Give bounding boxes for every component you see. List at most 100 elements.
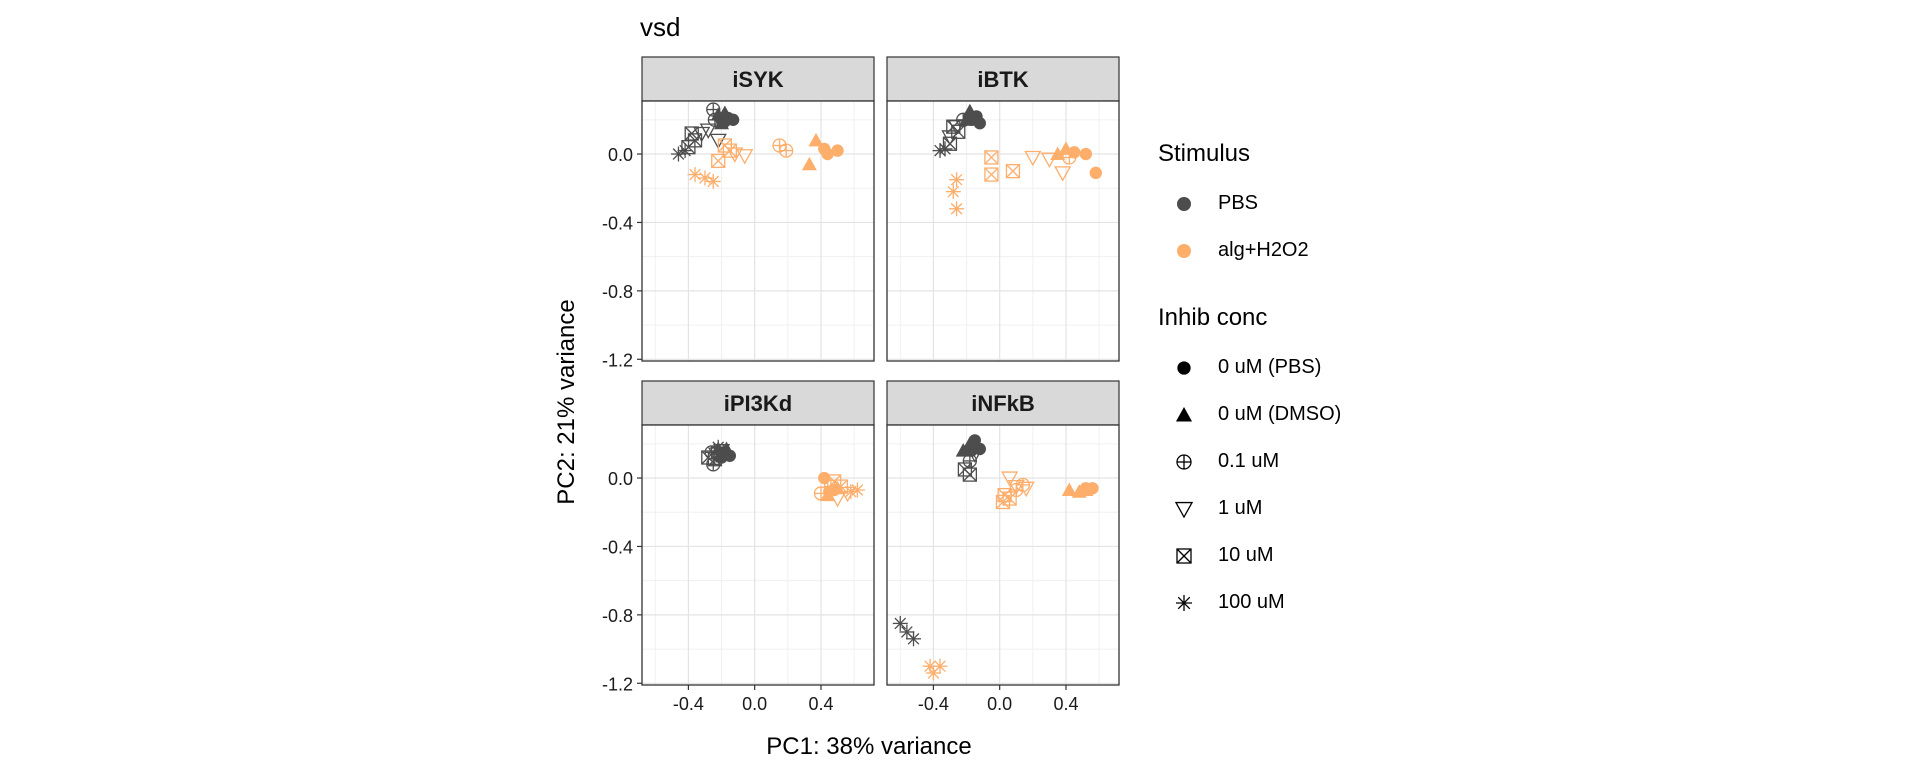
panel-border <box>886 100 1120 362</box>
legend-item-100um: 100 uM <box>1158 579 1458 626</box>
triangle-shape-icon <box>1175 406 1193 421</box>
legend-shape-glyph <box>1175 594 1193 611</box>
legend-label: 1 uM <box>1218 497 1263 519</box>
data-point <box>687 167 703 183</box>
legend-label: 0 uM (PBS) <box>1218 356 1322 378</box>
legend-shape-glyph <box>1177 360 1191 375</box>
data-point <box>1002 491 1017 506</box>
legend-item-alg-h2o2: alg+H2O2 <box>1158 227 1458 274</box>
data-point <box>849 482 865 498</box>
legend-shape-glyph <box>1175 406 1193 421</box>
data-point <box>1050 146 1066 161</box>
data-point <box>705 173 721 189</box>
data-point <box>1061 482 1077 496</box>
data-point <box>984 167 999 182</box>
data-point <box>808 132 824 147</box>
x-tick-label: 0.4 <box>808 694 833 714</box>
data-point <box>736 149 754 165</box>
facet-strip-label: iPI3Kd <box>724 391 792 416</box>
data-point <box>833 479 849 494</box>
data-point <box>925 665 941 681</box>
y-tick-label: 0.0 <box>608 469 633 489</box>
data-point <box>711 153 726 169</box>
stimulus-legend-title: Stimulus <box>1158 140 1251 167</box>
facet-strip-label: iNFkB <box>971 391 1035 416</box>
data-point <box>1089 166 1102 180</box>
legend-label: 0.1 uM <box>1218 450 1280 472</box>
facet-strip <box>641 380 875 426</box>
legend-item-0um-dmso: 0 uM (DMSO) <box>1158 391 1458 438</box>
data-point <box>984 150 999 165</box>
data-point <box>818 471 831 485</box>
facet-panel-ipi3kd: iPI3Kd 0.0 -0.4 -0.8 -1.2 -0.4 0.0 0.4 <box>602 380 875 714</box>
data-point <box>951 124 966 139</box>
y-tick-label: -0.4 <box>602 537 633 557</box>
data-point <box>949 201 965 217</box>
data-point <box>1040 152 1058 168</box>
circle-plus-shape-icon <box>1176 453 1192 470</box>
y-tick-label: -1.2 <box>602 350 633 370</box>
legend-shape-glyph <box>1174 501 1194 518</box>
data-point <box>892 615 908 631</box>
inhib-conc-legend: Inhib conc 0 uM (PBS) 0 uM (DMSO) 0.1 uM… <box>1158 304 1458 626</box>
data-point <box>1062 150 1077 165</box>
x-axis-title: PC1: 38% variance <box>766 733 971 760</box>
panel-background <box>642 101 874 361</box>
legend-item-pbs: PBS <box>1158 180 1458 227</box>
legend-label: 10 uM <box>1218 544 1274 566</box>
data-point <box>715 444 731 460</box>
data-point <box>1005 163 1021 179</box>
legend-item-10um: 10 uM <box>1158 532 1458 579</box>
chart-title: vsd <box>640 12 681 42</box>
legend-shape-glyph <box>1176 547 1192 564</box>
panel-background <box>887 101 1119 361</box>
x-tick-label: -0.4 <box>673 694 704 714</box>
x-tick-label: 0.4 <box>1053 694 1078 714</box>
data-point <box>821 147 834 161</box>
data-point <box>726 147 744 163</box>
panel-border <box>641 100 875 362</box>
data-point <box>831 144 844 157</box>
stimulus-legend: Stimulus PBS alg+H2O2 <box>1158 140 1458 274</box>
pbs-color-swatch <box>1177 196 1191 211</box>
data-point <box>717 105 733 119</box>
legend-label: 0 uM (DMSO) <box>1218 403 1342 425</box>
data-point <box>906 631 921 647</box>
triangle-down-shape-icon <box>1174 501 1194 518</box>
x-tick-label: 0.0 <box>742 694 767 714</box>
facet-strip <box>886 56 1120 102</box>
facet-strip <box>641 56 875 102</box>
panel-border <box>886 424 1120 686</box>
data-point <box>1017 481 1035 498</box>
legend: Stimulus PBS alg+H2O2 Inhib conc 0 uM (P… <box>1158 140 1458 626</box>
data-point <box>955 443 971 457</box>
y-axis-title: PC2: 21% variance <box>553 299 580 504</box>
data-point <box>813 486 829 501</box>
alg-h2o2-color-swatch <box>1177 243 1191 258</box>
legend-item-1um: 1 uM <box>1158 485 1458 532</box>
legend-label: 100 uM <box>1218 591 1285 613</box>
legend-label: alg+H2O2 <box>1218 239 1309 261</box>
data-point <box>966 447 984 463</box>
data-point <box>949 172 965 188</box>
data-point <box>1001 471 1019 487</box>
y-tick-label: -0.8 <box>602 606 633 626</box>
circle-shape-icon <box>1177 360 1191 375</box>
data-point <box>722 143 737 158</box>
x-tick-label: 0.0 <box>987 694 1012 714</box>
panel-background <box>642 425 874 685</box>
data-point <box>1054 166 1072 182</box>
data-point <box>1078 482 1094 496</box>
data-point <box>707 452 723 467</box>
facet-panel-infkb: iNFkB -0.4 0.0 0.4 <box>886 380 1120 714</box>
data-point <box>699 123 717 139</box>
data-point <box>1079 147 1093 161</box>
y-tick-label: -0.8 <box>602 282 633 302</box>
legend-label: PBS <box>1218 192 1259 214</box>
data-point <box>945 184 961 200</box>
data-point <box>709 133 727 150</box>
y-tick-label: 0.0 <box>608 145 633 165</box>
facet-strip-label: iSYK <box>732 67 783 92</box>
